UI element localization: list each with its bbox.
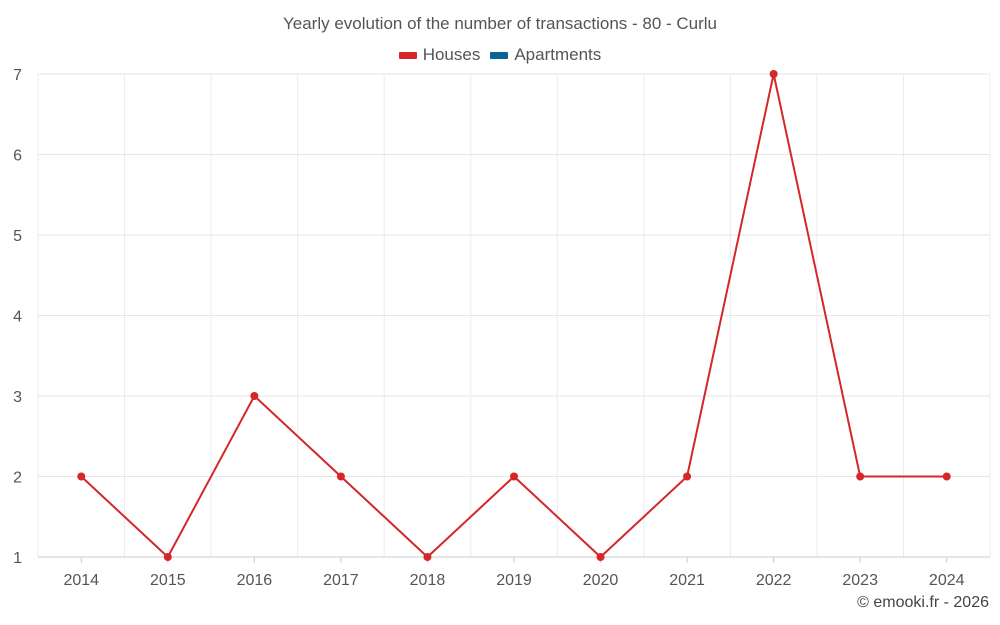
data-point-houses: [510, 472, 518, 481]
legend-item-houses[interactable]: Houses: [398, 45, 481, 65]
y-tick-label: 7: [13, 67, 22, 84]
x-tick-label: 2020: [583, 572, 619, 589]
x-tick-label: 2022: [756, 572, 792, 589]
data-point-houses: [683, 472, 692, 481]
legend-item-apartments[interactable]: Apartments: [490, 45, 601, 65]
data-point-houses: [856, 472, 865, 481]
x-tick-label: 2017: [323, 572, 359, 589]
x-tick-label: 2016: [237, 572, 273, 589]
legend-swatch-houses: [398, 51, 417, 59]
y-tick-label: 4: [13, 309, 22, 326]
y-tick-label: 1: [13, 550, 22, 567]
legend-label-apartments: Apartments: [514, 45, 602, 64]
data-point-houses: [596, 553, 605, 561]
data-point-houses: [163, 553, 172, 561]
data-point-houses: [250, 392, 259, 400]
data-point-houses: [423, 553, 432, 561]
data-point-houses: [942, 472, 951, 481]
y-tick-label: 6: [13, 148, 22, 165]
legend: Houses Apartments: [0, 45, 1000, 65]
x-tick-label: 2014: [63, 572, 99, 589]
y-tick-label: 2: [13, 470, 22, 487]
data-point-houses: [769, 70, 778, 78]
x-tick-label: 2018: [410, 572, 446, 589]
x-tick-label: 2019: [496, 572, 532, 589]
x-tick-label: 2015: [150, 572, 186, 589]
data-point-houses: [77, 472, 86, 481]
x-tick-label: 2023: [842, 572, 878, 589]
x-tick-label: 2024: [929, 572, 965, 589]
copyright-footer: © emooki.fr - 2026: [857, 594, 989, 611]
y-tick-label: 3: [13, 389, 22, 406]
chart-title: Yearly evolution of the number of transa…: [282, 14, 718, 33]
legend-label-houses: Houses: [422, 45, 481, 64]
y-tick-label: 5: [13, 228, 22, 245]
legend-swatch-apartments: [490, 51, 509, 59]
x-tick-label: 2021: [669, 572, 705, 589]
data-point-houses: [336, 472, 345, 481]
